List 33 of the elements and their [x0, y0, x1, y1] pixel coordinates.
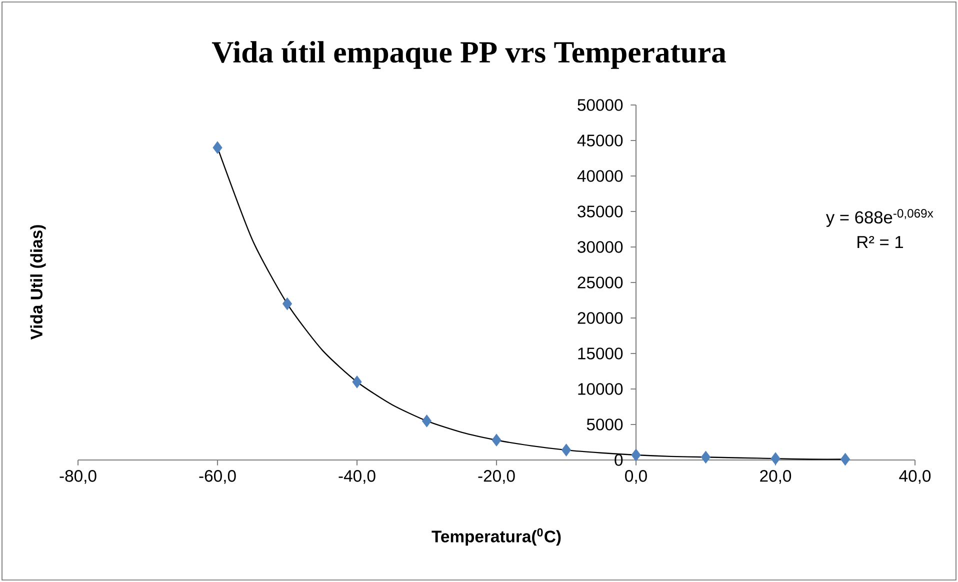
x-tick-label: 20,0 — [760, 470, 792, 484]
y-tick-label: 45000 — [577, 134, 623, 146]
x-tick-label: 0,0 — [625, 470, 647, 484]
x-tick-label: -40,0 — [338, 470, 376, 484]
point — [840, 453, 850, 466]
point — [631, 448, 641, 462]
y-tick-label: 25000 — [578, 276, 623, 288]
x-tick-label: -60,0 — [199, 470, 236, 484]
point — [212, 141, 222, 154]
x-tick-label: -20,0 — [478, 470, 515, 484]
point — [352, 376, 362, 388]
y-tick-label: 0 — [614, 454, 623, 466]
point — [422, 414, 432, 428]
y-tick-label: 5000 — [586, 418, 623, 430]
y-tick-label: 40000 — [577, 170, 623, 182]
x-tick-label: 40,0 — [899, 470, 931, 484]
point — [561, 444, 572, 456]
chart-title: Vida útil empaque PP vrs Temperatura — [212, 41, 726, 69]
y-axis-title: Vida Util (dias) — [30, 225, 46, 340]
y-tick-label: 35000 — [578, 206, 623, 218]
annotation: y = 688e$^{-0,069x}$ — [826, 209, 934, 227]
point — [700, 450, 711, 464]
y-tick-label: 15000 — [578, 348, 623, 360]
x-tick-label: -80,0 — [60, 470, 96, 484]
y-tick-label: 10000 — [578, 383, 623, 395]
annotation: R² = 1 — [858, 236, 903, 248]
y-tick-label: 50000 — [578, 99, 623, 111]
y-tick-label: 20000 — [578, 312, 623, 324]
point — [492, 434, 502, 446]
point — [770, 452, 780, 465]
point — [282, 298, 292, 310]
y-tick-label: 30000 — [578, 241, 623, 253]
x-axis-title: Temperatura($^{0}$C) — [432, 528, 561, 546]
